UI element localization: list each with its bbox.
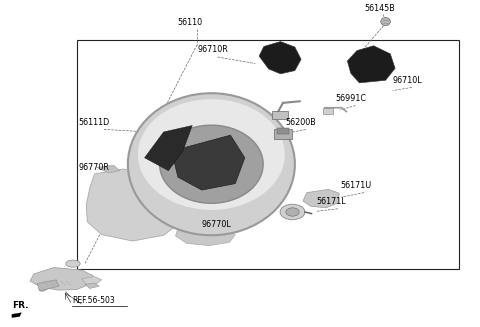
Text: 56171L: 56171L xyxy=(316,197,346,206)
Text: 56111D: 56111D xyxy=(79,118,110,127)
Text: 56991C: 56991C xyxy=(336,94,366,103)
Ellipse shape xyxy=(286,208,299,216)
Ellipse shape xyxy=(128,93,295,235)
Polygon shape xyxy=(30,267,93,290)
Polygon shape xyxy=(82,277,102,284)
Text: 96710L: 96710L xyxy=(393,76,422,85)
Text: 96710R: 96710R xyxy=(197,45,228,55)
Text: 96770L: 96770L xyxy=(202,220,231,229)
Bar xyxy=(273,111,288,119)
Bar xyxy=(323,108,333,114)
Polygon shape xyxy=(348,46,395,83)
Ellipse shape xyxy=(66,260,80,267)
Bar xyxy=(77,40,458,269)
Polygon shape xyxy=(12,313,22,318)
Bar xyxy=(277,129,289,134)
Bar xyxy=(275,129,292,139)
Text: 56110: 56110 xyxy=(177,18,203,27)
Text: 56171U: 56171U xyxy=(340,181,372,190)
Ellipse shape xyxy=(381,18,390,26)
Text: 56200B: 56200B xyxy=(285,118,316,127)
Polygon shape xyxy=(37,280,59,291)
Ellipse shape xyxy=(138,99,285,210)
Polygon shape xyxy=(85,283,99,288)
Text: 56145B: 56145B xyxy=(364,4,395,12)
Polygon shape xyxy=(144,126,192,171)
Polygon shape xyxy=(97,165,120,173)
Ellipse shape xyxy=(280,204,305,220)
Ellipse shape xyxy=(159,125,263,203)
Text: FR.: FR. xyxy=(12,301,28,310)
Polygon shape xyxy=(259,42,301,74)
Polygon shape xyxy=(86,169,188,241)
Text: REF.56-503: REF.56-503 xyxy=(72,296,115,305)
Polygon shape xyxy=(303,189,339,208)
Text: 96770R: 96770R xyxy=(79,163,109,172)
Polygon shape xyxy=(176,225,235,246)
Polygon shape xyxy=(173,135,245,190)
